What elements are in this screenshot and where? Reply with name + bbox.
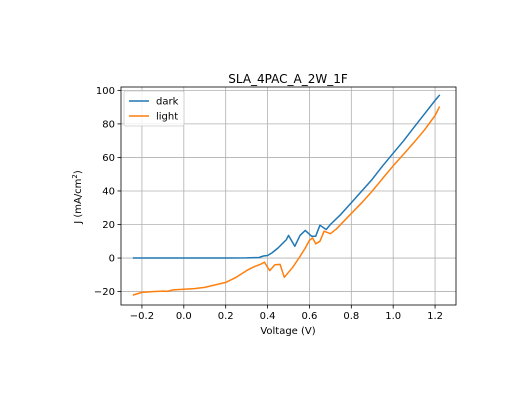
y-tick-label: 80: [102, 119, 115, 130]
x-tick-label: 0.2: [218, 311, 234, 322]
plot-frame: [120, 86, 457, 306]
x-tick-label: 1.0: [385, 311, 401, 322]
x-axis-ticks: −0.2 0.0 0.2 0.4 0.6 0.8 1.0 1.2: [130, 305, 443, 322]
y-tick-label: 20: [102, 220, 115, 231]
x-tick-label: −0.2: [130, 311, 154, 322]
legend-label-light: light: [156, 112, 178, 123]
x-tick-label: 0.6: [301, 311, 317, 322]
legend-frame: [123, 90, 185, 127]
y-axis-label-main: J (mA/cm: [73, 179, 84, 225]
y-tick-label: 0: [109, 254, 115, 265]
chart-title: SLA_4PAC_A_2W_1F: [228, 72, 348, 86]
y-tick-label: 100: [96, 86, 115, 97]
x-axis-label: Voltage (V): [260, 326, 315, 337]
series-line-dark: [132, 94, 441, 259]
y-axis-label-close: ): [73, 170, 84, 174]
x-tick-label: 1.2: [427, 311, 443, 322]
legend-label-dark: dark: [156, 97, 179, 108]
legend: dark light: [123, 90, 185, 127]
y-tick-label: 60: [102, 153, 115, 164]
y-axis-ticks: −20 0 20 40 60 80 100: [94, 86, 121, 298]
y-axis-label: J (mA/cm2): [71, 170, 84, 225]
x-tick-label: 0.0: [176, 311, 192, 322]
x-tick-label: 0.8: [343, 311, 359, 322]
series-lines: [132, 94, 441, 296]
y-tick-label: 40: [102, 186, 115, 197]
y-axis-label-superscript: 2: [71, 174, 79, 178]
series-line-light: [132, 106, 441, 296]
y-tick-label: −20: [94, 287, 115, 298]
x-tick-label: 0.4: [260, 311, 276, 322]
